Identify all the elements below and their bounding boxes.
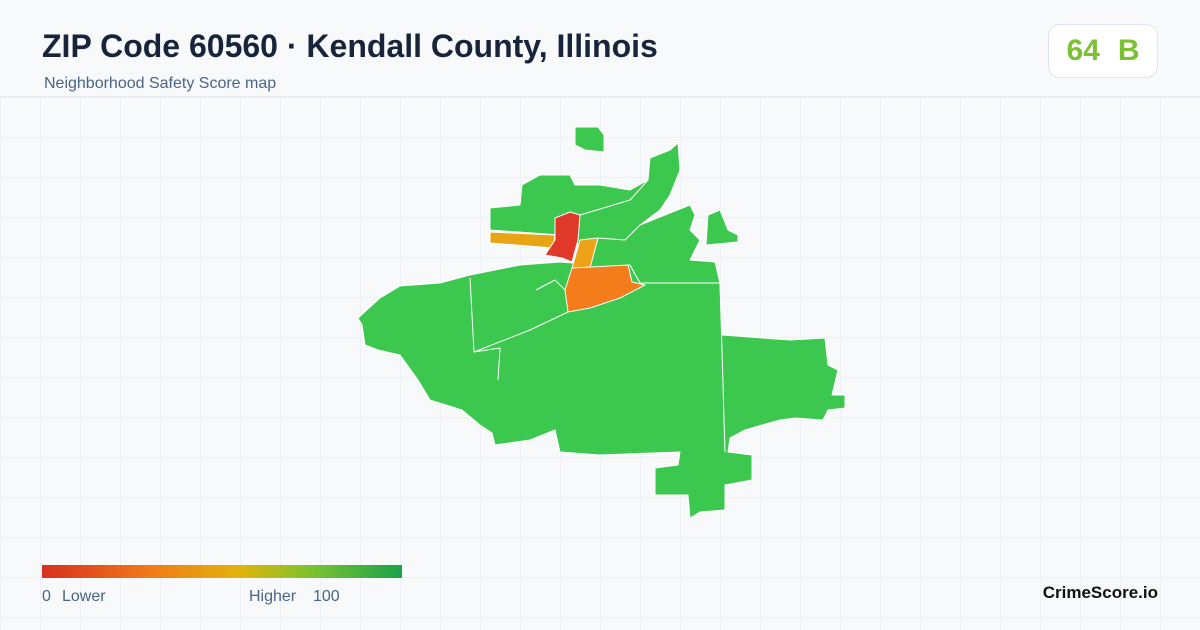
legend-max: 100 <box>313 588 340 605</box>
region-border <box>579 179 649 216</box>
legend-max-label: Higher <box>249 588 297 605</box>
brand: CrimeScore.io <box>1042 583 1158 602</box>
region-top <box>574 126 605 153</box>
region-border <box>597 224 641 241</box>
score-grade: B <box>1117 34 1140 67</box>
region-border <box>535 279 566 291</box>
legend-min-label: Lower <box>62 588 106 605</box>
score-value: 64 <box>1066 34 1100 67</box>
region-red <box>544 211 581 263</box>
title: ZIP Code 60560 · Kendall County, Illinoi… <box>42 28 658 64</box>
region-orange <box>564 264 646 313</box>
zip-area <box>357 126 846 519</box>
legend-min: 0 <box>42 588 51 605</box>
legend-gradient <box>42 565 402 578</box>
score-badge: 64 B <box>1048 24 1158 78</box>
region-border <box>719 282 726 453</box>
subtitle: Neighborhood Safety Score map <box>44 75 277 92</box>
region-border <box>469 277 501 381</box>
region-east <box>705 209 739 246</box>
region-border <box>473 311 569 353</box>
